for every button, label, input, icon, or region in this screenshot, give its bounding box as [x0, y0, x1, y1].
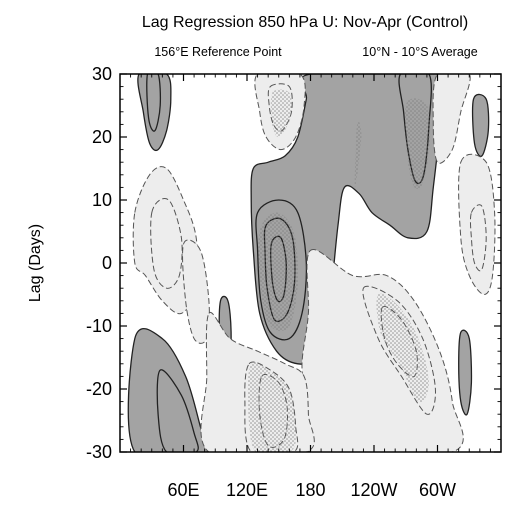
- chart-subtitle-right: 10°N - 10°S Average: [362, 45, 477, 59]
- negative-contour-region-16: [362, 285, 436, 415]
- y-tick-label-1: 20: [92, 127, 112, 147]
- negative-contour-region-23: [432, 74, 471, 164]
- x-tick-label-3: 120W: [350, 480, 397, 500]
- x-tick-label-0: 60E: [167, 480, 199, 500]
- negative-contour-region-25: [469, 204, 487, 272]
- axis-layer: 30 20 10 0 -10 -20 -30 60E 120E 180 120W 60W: [86, 64, 501, 500]
- negative-contour-region-24: [458, 153, 496, 296]
- significance-stipple-1: [247, 362, 296, 452]
- negative-contour-region-13: [150, 198, 183, 289]
- negative-contour-region-19: [244, 361, 299, 452]
- y-tick-label-4: -10: [86, 316, 112, 336]
- significance-stipple-3: [404, 98, 430, 190]
- y-tick-label-0: 30: [92, 64, 112, 84]
- positive-contour-region-6: [146, 74, 162, 132]
- y-tick-label-5: -20: [86, 379, 112, 399]
- y-tick-label-6: -30: [86, 442, 112, 462]
- significance-stipple-0: [258, 212, 298, 332]
- y-axis-label: Lag (Days): [27, 224, 44, 302]
- contour-region-layer: [127, 74, 496, 452]
- x-tick-label-2: 180: [295, 480, 325, 500]
- plot-area: [120, 74, 501, 452]
- significance-stipple-2: [376, 293, 429, 403]
- chart-title: Lag Regression 850 hPa U: Nov-Apr (Contr…: [142, 14, 468, 31]
- positive-contour-region-1: [255, 199, 308, 341]
- positive-contour-region-5: [137, 74, 172, 152]
- significance-stipple-4: [270, 89, 292, 138]
- stipple-layer: [247, 89, 430, 452]
- significance-stipple-5: [354, 121, 362, 188]
- y-tick-label-3: 0: [102, 253, 112, 273]
- positive-contour-region-10: [458, 329, 473, 416]
- positive-contour-region-8: [156, 369, 199, 452]
- x-tick-label-4: 60W: [419, 480, 456, 500]
- positive-contour-region-11: [471, 93, 490, 158]
- chart-subtitle-left: 156°E Reference Point: [154, 45, 282, 59]
- negative-contour-region-12: [132, 166, 199, 315]
- y-tick-label-2: 10: [92, 190, 112, 210]
- x-tick-label-1: 120E: [226, 480, 268, 500]
